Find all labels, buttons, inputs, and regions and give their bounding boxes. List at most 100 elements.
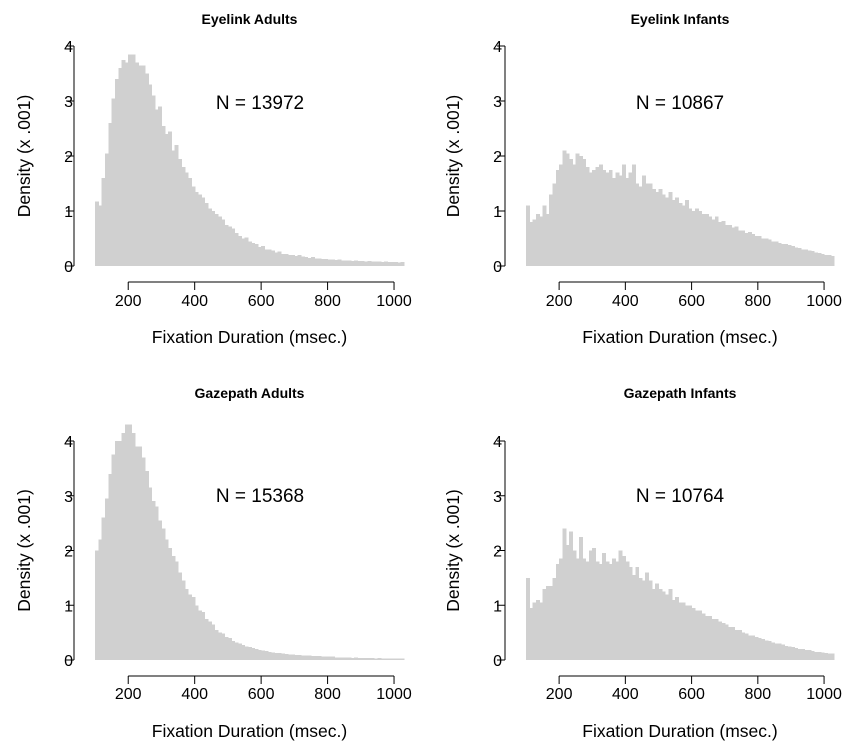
histogram-bar — [701, 213, 706, 266]
histogram-bar — [271, 652, 276, 660]
histogram-bar — [314, 258, 319, 266]
histogram-bar — [535, 213, 540, 266]
histogram-bar — [578, 156, 583, 266]
histogram-bar — [569, 158, 573, 266]
histogram-bar — [347, 260, 352, 266]
histogram-bar — [754, 637, 759, 660]
histogram-bar — [678, 602, 683, 660]
histogram-bar — [131, 54, 136, 266]
histogram-bar — [254, 649, 259, 660]
histogram-bar — [297, 655, 302, 660]
histogram-bar — [394, 262, 398, 266]
histogram-bar — [602, 169, 607, 266]
histogram-bar — [708, 616, 713, 660]
histogram-bar — [814, 252, 819, 266]
histogram-bar — [668, 588, 673, 660]
histogram-bar — [711, 618, 716, 660]
histogram-bar — [364, 657, 369, 660]
histogram-bar — [635, 183, 640, 266]
histogram-bar — [174, 561, 179, 660]
histogram-bar — [244, 646, 249, 660]
histogram-bar — [287, 255, 292, 266]
histogram-bar — [310, 257, 315, 266]
histogram-bar — [340, 657, 345, 660]
histogram-bar — [827, 255, 832, 266]
histogram-bar — [794, 647, 799, 660]
histogram-bar — [111, 98, 116, 266]
histogram-bar — [588, 550, 593, 660]
histogram-bar — [158, 520, 163, 660]
y-tick-label: 3 — [493, 489, 502, 506]
histogram-panel: 0 1 2 3 4 200 400 600 800 1000 Gazepath Infants Fix… — [443, 385, 842, 741]
histogram-bar — [198, 194, 202, 266]
histogram-bar — [274, 252, 279, 266]
histogram-bar — [562, 150, 567, 266]
x-tick-label: 600 — [678, 293, 705, 310]
histogram-bar — [794, 247, 799, 266]
histogram-bar — [549, 194, 554, 266]
histogram-bar — [257, 650, 262, 660]
histogram-bar — [578, 536, 583, 660]
histogram-bar — [714, 618, 719, 660]
histogram-bar — [144, 471, 149, 660]
histogram-bar — [526, 205, 530, 266]
histogram-bar — [310, 656, 315, 660]
histogram-bar — [675, 597, 679, 660]
histogram-bar — [390, 658, 395, 660]
histogram-bar — [168, 131, 173, 266]
histogram-panel: 0 1 2 3 4 200 400 600 800 1000 Eyelink Adults Fixat… — [14, 11, 412, 347]
histogram-bar — [201, 197, 206, 266]
histogram-bar — [790, 646, 795, 660]
histogram-bar — [830, 653, 835, 660]
histogram-bar — [344, 657, 349, 660]
x-tick-label: 1000 — [376, 686, 412, 703]
histogram-bar — [631, 575, 636, 660]
histogram-bar — [360, 657, 365, 660]
histogram-bar — [572, 164, 577, 266]
histogram-bar — [751, 234, 756, 266]
histogram-bar — [549, 586, 554, 660]
histogram-bar — [532, 219, 537, 266]
histogram-bar — [294, 655, 299, 660]
histogram-bar — [612, 178, 617, 266]
histogram-bar — [344, 260, 349, 266]
histogram-bar — [569, 531, 573, 660]
histogram-bar — [658, 189, 663, 266]
histogram-bar — [774, 241, 779, 266]
histogram-bar — [734, 629, 739, 660]
histogram-bar — [622, 555, 626, 660]
histogram-bar — [154, 109, 159, 266]
histogram-bar — [334, 657, 339, 660]
histogram-bar — [681, 205, 686, 266]
histogram-bar — [608, 169, 613, 266]
histogram-bar — [545, 586, 550, 660]
histogram-bar — [214, 213, 219, 266]
y-axis-title: Density (x .001) — [14, 489, 34, 612]
x-axis-title: Fixation Duration (msec.) — [582, 721, 777, 741]
x-tick-label: 600 — [678, 686, 705, 703]
histogram-panel: 0 1 2 3 4 200 400 600 800 1000 Eyelink Infants Fixa… — [443, 11, 842, 347]
histogram-bar — [350, 261, 355, 266]
histogram-bar — [394, 658, 398, 660]
histogram-bar — [164, 539, 169, 660]
histogram-bar — [354, 260, 359, 266]
histogram-bar — [360, 261, 365, 266]
histogram-bar — [532, 602, 537, 660]
histogram-bar — [264, 249, 269, 266]
histogram-bar — [181, 167, 186, 266]
panel-title: Eyelink Adults — [202, 11, 298, 27]
histogram-bar — [559, 164, 564, 266]
x-tick-label: 1000 — [806, 293, 842, 310]
histogram-bar — [638, 186, 643, 266]
histogram-bar — [121, 59, 126, 266]
histogram-bar — [241, 238, 246, 266]
histogram-bar — [178, 572, 182, 660]
histogram-bar — [810, 651, 815, 660]
histogram-bar — [118, 68, 123, 266]
histogram-bar — [592, 169, 597, 266]
y-tick-label: 0 — [64, 653, 73, 670]
histogram-bar — [291, 654, 295, 660]
histogram-bar — [114, 441, 119, 660]
histogram-bar — [297, 255, 302, 266]
histogram-bar — [542, 588, 547, 660]
